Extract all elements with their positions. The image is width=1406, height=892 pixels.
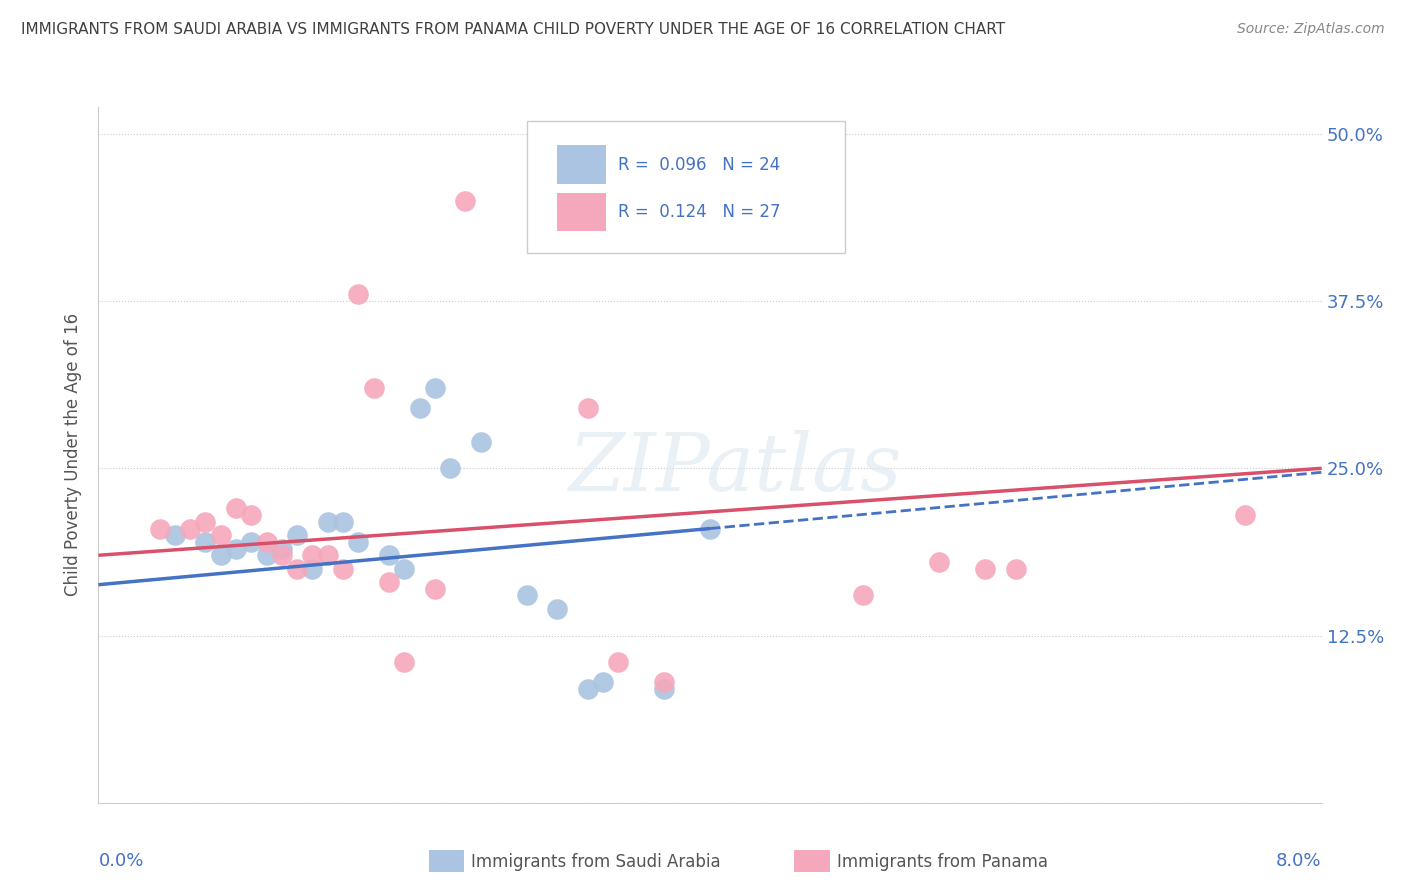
Text: Immigrants from Panama: Immigrants from Panama (837, 853, 1047, 871)
Point (240, 535, 263, 549)
Point (179, 521, 201, 535)
Point (439, 461, 461, 475)
Point (225, 541, 247, 556)
Point (347, 535, 370, 549)
Point (607, 655, 630, 669)
Text: 8.0%: 8.0% (1277, 852, 1322, 870)
Text: R =  0.124   N = 27: R = 0.124 N = 27 (619, 203, 780, 221)
Point (256, 535, 278, 549)
Point (285, 562, 308, 576)
Point (240, 508, 263, 523)
Point (378, 548, 401, 563)
Point (194, 535, 217, 549)
Point (454, 194, 477, 208)
Point (852, 589, 875, 603)
Point (285, 528, 308, 542)
Point (316, 548, 339, 563)
Point (576, 401, 599, 416)
Point (209, 528, 232, 542)
Point (546, 234, 568, 248)
Point (974, 562, 997, 576)
Point (194, 515, 217, 529)
Point (408, 401, 430, 416)
Point (149, 521, 172, 535)
Point (1234, 508, 1257, 523)
Point (301, 562, 323, 576)
Point (652, 675, 675, 690)
Text: Immigrants from Saudi Arabia: Immigrants from Saudi Arabia (471, 853, 721, 871)
FancyBboxPatch shape (557, 193, 606, 231)
Point (392, 655, 416, 669)
Text: Source: ZipAtlas.com: Source: ZipAtlas.com (1237, 22, 1385, 37)
Point (423, 381, 446, 395)
Point (270, 548, 294, 563)
Point (576, 681, 599, 696)
Point (470, 434, 492, 449)
Point (516, 589, 538, 603)
Point (270, 541, 294, 556)
FancyBboxPatch shape (526, 121, 845, 253)
Point (301, 548, 323, 563)
FancyBboxPatch shape (557, 145, 606, 184)
Point (316, 515, 339, 529)
Text: 0.0%: 0.0% (98, 852, 143, 870)
Point (225, 501, 247, 516)
Text: IMMIGRANTS FROM SAUDI ARABIA VS IMMIGRANTS FROM PANAMA CHILD POVERTY UNDER THE A: IMMIGRANTS FROM SAUDI ARABIA VS IMMIGRAN… (21, 22, 1005, 37)
Point (256, 548, 278, 563)
Point (1004, 562, 1026, 576)
Point (699, 521, 721, 535)
Point (928, 555, 950, 569)
Point (363, 381, 385, 395)
Text: ZIPatlas: ZIPatlas (568, 430, 901, 508)
Point (332, 515, 354, 529)
Point (347, 287, 370, 301)
Point (163, 528, 186, 542)
Point (332, 562, 354, 576)
Point (423, 582, 446, 596)
Point (592, 675, 614, 690)
Point (209, 548, 232, 563)
Point (652, 681, 675, 696)
Point (378, 575, 401, 590)
Point (546, 602, 568, 616)
Text: R =  0.096   N = 24: R = 0.096 N = 24 (619, 156, 780, 174)
Point (392, 562, 416, 576)
Y-axis label: Child Poverty Under the Age of 16: Child Poverty Under the Age of 16 (65, 313, 83, 597)
